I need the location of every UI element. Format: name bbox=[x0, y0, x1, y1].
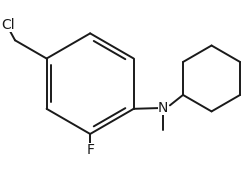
Text: N: N bbox=[157, 101, 168, 115]
Text: F: F bbox=[86, 143, 94, 157]
Text: Cl: Cl bbox=[1, 18, 15, 32]
